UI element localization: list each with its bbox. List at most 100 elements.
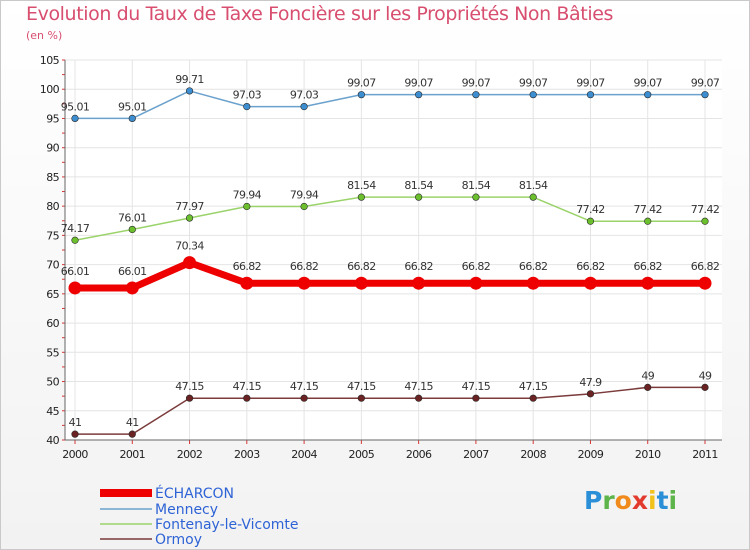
y-tick-label: 95 — [46, 112, 59, 125]
data-point-fontenay-le-vicomte — [415, 193, 423, 201]
data-label-echarcon: 66.82 — [347, 260, 376, 273]
data-label-ormoy: 47.15 — [175, 380, 204, 393]
data-point-fontenay-le-vicomte — [472, 193, 480, 201]
chart-title: Evolution du Taux de Taxe Foncière sur l… — [26, 3, 614, 25]
data-label-mennecy: 99.07 — [633, 77, 662, 90]
data-label-fontenay-le-vicomte: 77.42 — [691, 203, 720, 216]
data-label-fontenay-le-vicomte: 77.97 — [175, 200, 204, 213]
data-point-ormoy — [243, 394, 251, 402]
data-label-mennecy: 99.07 — [576, 77, 605, 90]
data-point-echarcon — [526, 276, 540, 290]
y-tick-label: 100 — [40, 83, 60, 96]
x-tick-label: 2005 — [349, 448, 375, 461]
data-label-fontenay-le-vicomte: 81.54 — [347, 179, 376, 192]
logo-letter: r — [602, 486, 615, 515]
x-tick-label: 2002 — [177, 448, 203, 461]
data-point-ormoy — [701, 383, 709, 391]
proxiti-logo: Proxiti — [584, 486, 677, 515]
legend-label-fontenay-le-vicomte: Fontenay-le-Vicomte — [155, 517, 299, 533]
data-point-ormoy — [644, 383, 652, 391]
data-point-echarcon — [354, 276, 368, 290]
series-line-ormoy — [74, 386, 706, 435]
data-point-ormoy — [415, 394, 423, 402]
data-label-mennecy: 97.03 — [233, 89, 262, 102]
data-point-mennecy — [243, 102, 251, 111]
data-point-fontenay-le-vicomte — [300, 202, 308, 211]
y-tick-label: 70 — [46, 259, 59, 272]
data-point-mennecy — [71, 114, 79, 123]
data-label-echarcon: 66.82 — [404, 260, 433, 273]
data-label-fontenay-le-vicomte: 81.54 — [462, 179, 491, 192]
data-label-mennecy: 99.07 — [404, 77, 433, 90]
data-label-echarcon: 66.82 — [576, 260, 605, 273]
y-tick-label: 50 — [46, 376, 59, 389]
data-label-fontenay-le-vicomte: 79.94 — [233, 189, 262, 202]
data-point-mennecy — [128, 114, 136, 123]
data-label-echarcon: 66.82 — [290, 260, 319, 273]
data-point-ormoy — [586, 390, 595, 398]
data-label-ormoy: 47.15 — [233, 380, 262, 393]
data-point-mennecy — [357, 91, 365, 99]
data-point-fontenay-le-vicomte — [185, 214, 194, 222]
data-label-ormoy: 41 — [69, 416, 82, 429]
data-label-fontenay-le-vicomte: 79.94 — [290, 189, 319, 202]
legend-label-mennecy: Mennecy — [155, 502, 218, 518]
data-label-fontenay-le-vicomte: 81.54 — [404, 179, 433, 192]
y-axis-unit-label: (en %) — [26, 29, 63, 42]
y-tick-label: 60 — [46, 317, 59, 330]
x-tick-label: 2006 — [406, 448, 432, 461]
y-tick-label: 85 — [46, 171, 59, 184]
data-label-mennecy: 99.07 — [519, 77, 548, 90]
x-tick-label: 2007 — [463, 448, 489, 461]
data-point-mennecy — [644, 91, 652, 99]
data-point-mennecy — [529, 91, 537, 99]
data-label-ormoy: 47.15 — [519, 380, 548, 393]
data-label-mennecy: 97.03 — [290, 89, 319, 102]
legend-label-ormoy: Ormoy — [155, 532, 202, 548]
data-label-echarcon: 70.34 — [175, 240, 204, 253]
logo-letter: i — [648, 486, 657, 515]
plot-area — [65, 60, 722, 440]
data-point-fontenay-le-vicomte — [357, 193, 365, 201]
data-point-ormoy — [300, 394, 308, 402]
y-tick-label: 75 — [46, 229, 59, 242]
x-tick-label: 2008 — [520, 448, 546, 461]
data-label-echarcon: 66.82 — [233, 260, 262, 273]
x-tick-label: 2001 — [119, 448, 145, 461]
data-point-ormoy — [472, 394, 480, 402]
y-tick-label: 55 — [46, 346, 59, 359]
data-point-fontenay-le-vicomte — [71, 236, 79, 244]
data-point-ormoy — [71, 430, 79, 438]
data-label-ormoy: 47.15 — [290, 380, 319, 393]
data-point-mennecy — [415, 91, 423, 99]
data-point-mennecy — [701, 91, 709, 99]
x-tick-label: 2011 — [692, 448, 718, 461]
series-line-fontenay-le-vicomte — [74, 196, 706, 241]
data-label-ormoy: 47.15 — [462, 380, 491, 393]
data-label-ormoy: 47.15 — [404, 380, 433, 393]
data-label-echarcon: 66.82 — [462, 260, 491, 273]
data-point-echarcon — [125, 281, 139, 295]
data-label-mennecy: 95.01 — [61, 100, 90, 113]
data-label-fontenay-le-vicomte: 74.17 — [61, 222, 90, 235]
data-label-ormoy: 49 — [641, 369, 654, 382]
data-point-ormoy — [529, 394, 537, 402]
y-tick-label: 40 — [46, 434, 59, 447]
data-label-echarcon: 66.01 — [118, 265, 147, 278]
y-tick-label: 65 — [46, 288, 59, 301]
series-line-mennecy — [74, 90, 706, 120]
data-label-mennecy: 99.07 — [462, 77, 491, 90]
data-point-echarcon — [297, 276, 311, 290]
data-point-fontenay-le-vicomte — [128, 225, 136, 234]
data-point-mennecy — [300, 102, 308, 111]
data-label-echarcon: 66.82 — [519, 260, 548, 273]
data-label-echarcon: 66.82 — [691, 260, 720, 273]
data-label-echarcon: 66.01 — [61, 265, 90, 278]
data-label-ormoy: 49 — [699, 369, 712, 382]
data-point-fontenay-le-vicomte — [529, 193, 537, 201]
data-label-mennecy: 99.07 — [691, 77, 720, 90]
y-tick-label: 90 — [46, 142, 59, 155]
y-tick-label: 45 — [46, 405, 59, 418]
data-point-echarcon — [68, 281, 82, 295]
